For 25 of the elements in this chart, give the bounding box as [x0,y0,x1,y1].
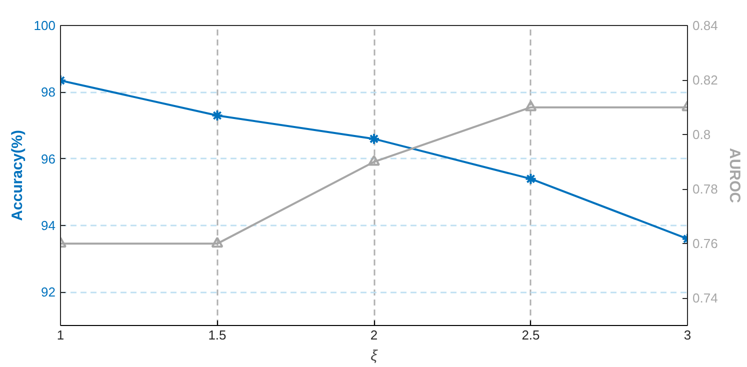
y2-tick-label: 0.84 [692,18,718,33]
y2-tick-label: 0.76 [692,236,718,252]
x-tick-label: 1.5 [208,328,226,342]
y2-tick-label: 0.8 [692,127,711,142]
x-axis-title: ξ [370,348,379,364]
y-tick-label: 98 [41,84,56,100]
y-tick-label: 100 [34,18,56,33]
y-tick-label: 94 [41,218,56,233]
y-axis-title: Accuracy(%) [8,130,26,221]
y2-tick-label: 0.82 [692,72,718,88]
y-tick-label: 92 [41,284,56,300]
point [211,236,224,248]
point [368,132,380,145]
point [211,110,224,122]
x-tick-label: 3 [684,328,692,342]
x-tick-label: 2.5 [522,328,540,342]
point [368,155,380,166]
point [524,100,537,112]
y2-axis-title: AUROC [726,148,743,204]
x-tick-label: 1 [56,328,64,342]
point [524,172,537,185]
y2-tick-label: 0.74 [692,290,718,306]
y-tick-label: 96 [41,151,56,166]
y2-tick-label: 0.78 [692,182,718,197]
x-tick-label: 2 [370,328,378,342]
